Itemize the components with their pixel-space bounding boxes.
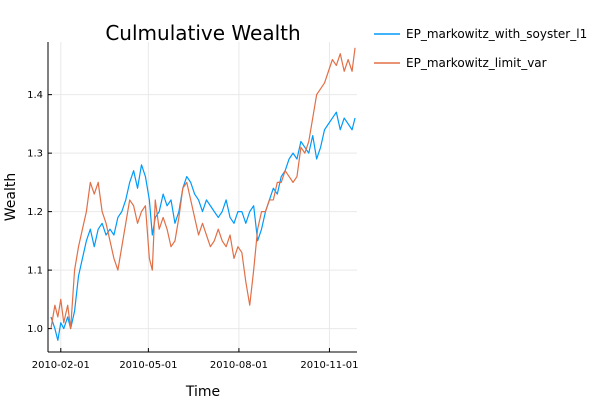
- legend: EP_markowitz_with_soyster_l1 EP_markowit…: [374, 27, 587, 70]
- chart-title: Culmulative Wealth: [105, 21, 300, 45]
- y-tick-label: 1.3: [27, 149, 43, 160]
- x-tick-label: 2010-05-01: [119, 360, 177, 371]
- y-tick-label: 1.1: [27, 266, 43, 277]
- axes-layer: [47, 42, 357, 353]
- series-line-soyster: [50, 111, 356, 341]
- y-tick-label: 1.2: [27, 207, 43, 218]
- x-tick-label: 2010-11-01: [300, 360, 358, 371]
- y-tick-label: 1.0: [27, 324, 43, 335]
- legend-label-limit-var: EP_markowitz_limit_var: [406, 56, 547, 70]
- series-line-limit-var: [50, 47, 356, 330]
- y-axis-label: Wealth: [3, 173, 19, 221]
- y-tick-label: 1.4: [27, 90, 43, 101]
- x-axis-label: Time: [185, 384, 220, 400]
- legend-label-soyster: EP_markowitz_with_soyster_l1: [406, 27, 587, 41]
- series-layer: [50, 47, 356, 341]
- tick-layer: 1.0 1.1 1.2 1.3 1.4 2010-02-01 2010-05-01 2010-…: [27, 90, 358, 371]
- x-tick-label: 2010-08-01: [210, 360, 268, 371]
- x-tick-label: 2010-02-01: [32, 360, 90, 371]
